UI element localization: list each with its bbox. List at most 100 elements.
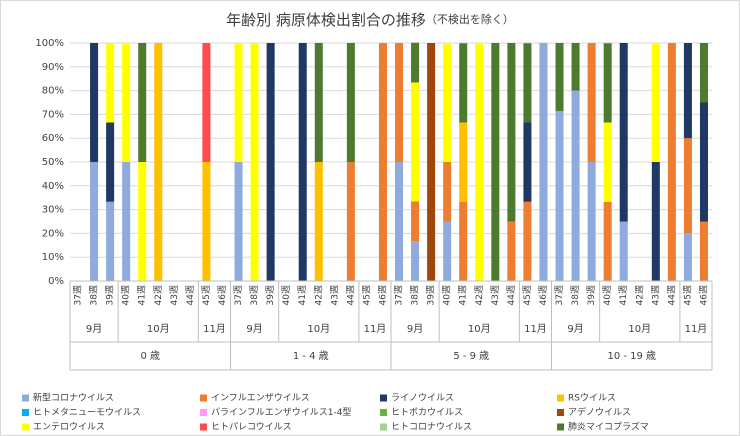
bar-segment	[411, 42, 420, 83]
x-tick-label: 41週	[137, 285, 148, 305]
x-tick-label: 43週	[169, 285, 180, 305]
bar-segment	[683, 43, 692, 139]
legend-label: アデノウイルス	[568, 406, 631, 418]
y-tick-label: 40%	[42, 181, 64, 192]
y-tick-label: 50%	[42, 157, 64, 168]
x-tick-label: 40週	[442, 285, 453, 305]
x-tick-label: 46週	[538, 285, 549, 305]
x-tick-label: 37週	[554, 285, 565, 305]
bar-segment	[138, 162, 147, 281]
month-label: 11月	[364, 323, 387, 335]
x-tick-label: 43週	[490, 285, 501, 305]
bar-segment	[571, 90, 580, 281]
month-label: 9月	[567, 323, 583, 335]
bar-segment	[683, 138, 692, 234]
legend-swatch	[557, 423, 564, 431]
legend-swatch	[380, 409, 387, 416]
x-tick-label: 38週	[410, 285, 421, 305]
bar-segment	[106, 122, 115, 202]
bar-segment	[459, 201, 468, 281]
x-tick-label: 43週	[650, 285, 661, 305]
group-label: 5 - 9 歳	[453, 350, 489, 362]
y-tick-label: 10%	[42, 252, 64, 263]
bar-segment	[411, 82, 420, 202]
bar-segment	[603, 43, 612, 123]
legend-label: ヒトボカウイルス	[391, 407, 463, 418]
bar-segment	[411, 201, 420, 242]
x-tick-label: 45週	[682, 285, 693, 305]
bar-segment	[651, 162, 660, 281]
x-tick-label: 42週	[313, 285, 324, 305]
group-label: 1 - 4 歳	[293, 350, 329, 362]
bar-segment	[603, 201, 612, 281]
bar-segment	[411, 241, 420, 281]
bar-segment	[699, 102, 708, 222]
legend-label: ヒトメタニューモウイルス	[33, 407, 141, 418]
bar-segment	[106, 201, 115, 281]
bar-segment	[90, 43, 99, 162]
x-tick-label: 42週	[634, 285, 645, 305]
legend-swatch	[22, 409, 29, 416]
y-tick-label: 20%	[42, 228, 64, 239]
legend-label: RSウイルス	[568, 393, 616, 404]
bar-segment	[699, 43, 708, 103]
legend-label: 肺炎マイコプラズマ	[568, 421, 649, 433]
legend-swatch	[557, 409, 564, 416]
x-tick-label: 44週	[666, 285, 677, 305]
legend-swatch	[380, 423, 387, 431]
bar-segment	[507, 221, 516, 281]
bar-segment	[603, 122, 612, 202]
bar-segment	[314, 43, 323, 162]
legend-label: ヒトパレコウイルス	[211, 422, 292, 433]
bar-segment	[298, 43, 307, 281]
bar-segment	[443, 221, 452, 281]
chart-title: 年齢別 病原体検出割合の推移（不検出を除く）	[226, 11, 514, 29]
bar-segment	[651, 43, 660, 162]
y-tick-label: 60%	[42, 133, 64, 144]
y-tick-label: 70%	[42, 109, 64, 120]
month-label: 9月	[86, 323, 102, 335]
legend-label: エンテロウイルス	[33, 422, 105, 433]
bar-segment	[587, 43, 596, 162]
x-tick-label: 40週	[602, 285, 613, 305]
bar-segment	[459, 122, 468, 202]
month-label: 9月	[246, 323, 262, 335]
x-tick-label: 43週	[329, 285, 340, 305]
x-tick-label: 45週	[201, 285, 212, 305]
bar-segment	[699, 221, 708, 281]
legend-swatch	[200, 423, 207, 431]
bar-segment	[106, 43, 115, 123]
month-label: 11月	[685, 323, 708, 335]
x-tick-label: 44週	[185, 285, 196, 305]
month-label: 10月	[147, 323, 170, 335]
month-label: 10月	[628, 323, 651, 335]
group-label: 0 歳	[140, 350, 160, 362]
bar-segment	[555, 111, 564, 282]
month-label: 10月	[468, 323, 491, 335]
legend-swatch	[22, 394, 29, 402]
bar-segment	[443, 162, 452, 222]
bar-segment	[90, 162, 99, 281]
x-tick-label: 39週	[586, 285, 597, 305]
bar-segment	[555, 43, 564, 112]
y-tick-label: 90%	[42, 62, 64, 73]
bar-segment	[266, 43, 275, 281]
month-label: 11月	[524, 323, 547, 335]
x-tick-label: 37週	[233, 285, 244, 305]
x-tick-label: 46週	[698, 285, 709, 305]
x-tick-label: 45週	[522, 285, 533, 305]
x-tick-label: 41週	[297, 285, 308, 305]
bar-segment	[122, 162, 131, 281]
x-tick-label: 44週	[345, 285, 356, 305]
x-tick-label: 37週	[394, 285, 405, 305]
legend-swatch	[557, 394, 564, 402]
bar-segment	[202, 43, 211, 162]
bar-segment	[539, 43, 548, 281]
bar-segment	[378, 43, 387, 281]
bar-segment	[459, 43, 468, 123]
x-tick-label: 45週	[361, 285, 372, 305]
x-tick-label: 40週	[121, 285, 132, 305]
subtitle: （不検出を除く）	[426, 12, 514, 26]
x-tick-label: 42週	[153, 285, 164, 305]
bar-segment	[491, 43, 500, 281]
